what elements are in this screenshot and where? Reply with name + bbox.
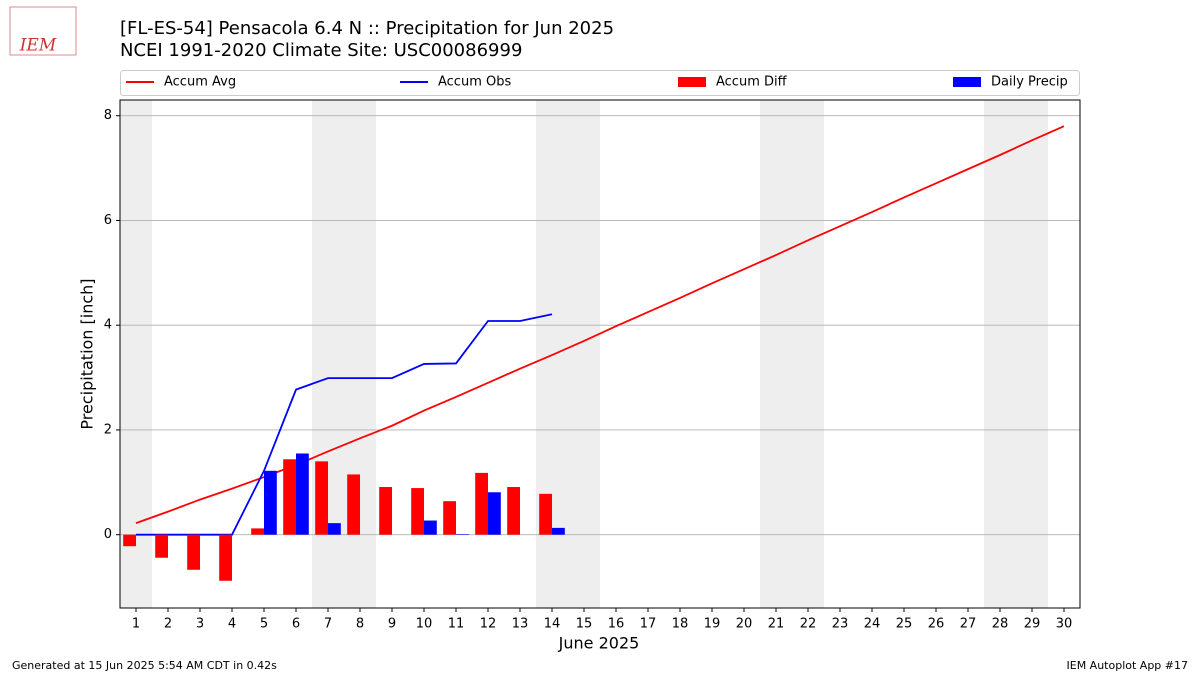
y-tick-label: 4 — [104, 318, 112, 333]
logo: IEM — [19, 36, 57, 56]
x-tick-label: 21 — [768, 617, 785, 632]
bar — [411, 488, 424, 535]
bar — [315, 461, 328, 535]
x-tick-label: 28 — [992, 617, 1009, 632]
bar — [552, 527, 565, 535]
bar — [379, 487, 392, 535]
chart-subtitle: NCEI 1991-2020 Climate Site: USC00086999 — [120, 40, 522, 61]
bar — [123, 534, 136, 547]
x-tick-label: 24 — [864, 617, 881, 632]
x-tick-label: 16 — [608, 617, 625, 632]
bar — [328, 523, 341, 535]
x-tick-label: 30 — [1056, 617, 1073, 632]
weekend-shade — [568, 100, 600, 608]
x-tick-label: 25 — [896, 617, 913, 632]
legend-box — [120, 70, 1080, 96]
x-tick-label: 9 — [388, 617, 396, 632]
x-tick-label: 18 — [672, 617, 689, 632]
bar — [443, 501, 456, 535]
y-tick-label: 8 — [104, 108, 112, 123]
bar — [283, 459, 296, 535]
x-tick-label: 17 — [640, 617, 657, 632]
bar — [155, 534, 168, 558]
logo-frame — [9, 6, 77, 56]
x-tick-label: 29 — [1024, 617, 1041, 632]
bar — [539, 493, 552, 535]
y-axis-label: Precipitation [inch] — [78, 278, 97, 429]
x-tick-label: 2 — [164, 617, 172, 632]
bar — [424, 520, 437, 535]
x-tick-label: 23 — [832, 617, 849, 632]
x-tick-label: 5 — [260, 617, 268, 632]
weekend-shade — [120, 100, 152, 608]
x-tick-label: 3 — [196, 617, 204, 632]
bar — [507, 487, 520, 535]
bar — [219, 534, 232, 581]
legend-swatch — [678, 77, 706, 87]
line — [136, 313, 553, 536]
legend-label: Accum Diff — [716, 75, 788, 90]
footer-right: IEM Autoplot App #17 — [1067, 659, 1189, 672]
bar — [264, 470, 277, 535]
bar — [475, 472, 488, 535]
x-axis-label: June 2025 — [558, 634, 640, 653]
x-tick-label: 6 — [292, 617, 300, 632]
plot-frame — [119, 99, 1081, 609]
y-tick-label: 2 — [104, 422, 112, 437]
bar — [456, 534, 469, 535]
bar — [187, 534, 200, 570]
bar — [347, 474, 360, 535]
bar — [296, 453, 309, 535]
bar — [251, 528, 264, 535]
footer-left: Generated at 15 Jun 2025 5:54 AM CDT in … — [12, 659, 277, 672]
x-tick-label: 20 — [736, 617, 753, 632]
legend-label: Accum Avg — [164, 75, 236, 90]
x-tick-label: 27 — [960, 617, 977, 632]
x-tick-label: 26 — [928, 617, 945, 632]
weekend-shade — [792, 100, 824, 608]
weekend-shade — [984, 100, 1016, 608]
x-tick-label: 1 — [132, 617, 140, 632]
x-tick-label: 13 — [512, 617, 529, 632]
x-tick-label: 22 — [800, 617, 817, 632]
x-tick-label: 10 — [416, 617, 433, 632]
x-tick-label: 14 — [544, 617, 561, 632]
legend-swatch — [953, 77, 981, 87]
y-tick-label: 0 — [104, 527, 112, 542]
chart-title: [FL-ES-54] Pensacola 6.4 N :: Precipitat… — [120, 18, 614, 39]
legend-label: Daily Precip — [991, 75, 1068, 90]
weekend-shade — [1016, 100, 1048, 608]
weekend-shade — [760, 100, 792, 608]
bar — [488, 492, 501, 535]
x-tick-label: 8 — [356, 617, 364, 632]
x-tick-label: 4 — [228, 617, 236, 632]
x-tick-label: 12 — [480, 617, 497, 632]
x-tick-label: 11 — [448, 617, 465, 632]
legend-label: Accum Obs — [438, 75, 511, 90]
y-tick-label: 6 — [104, 213, 112, 228]
x-tick-label: 15 — [576, 617, 593, 632]
x-tick-label: 19 — [704, 617, 721, 632]
x-tick-label: 7 — [324, 617, 332, 632]
